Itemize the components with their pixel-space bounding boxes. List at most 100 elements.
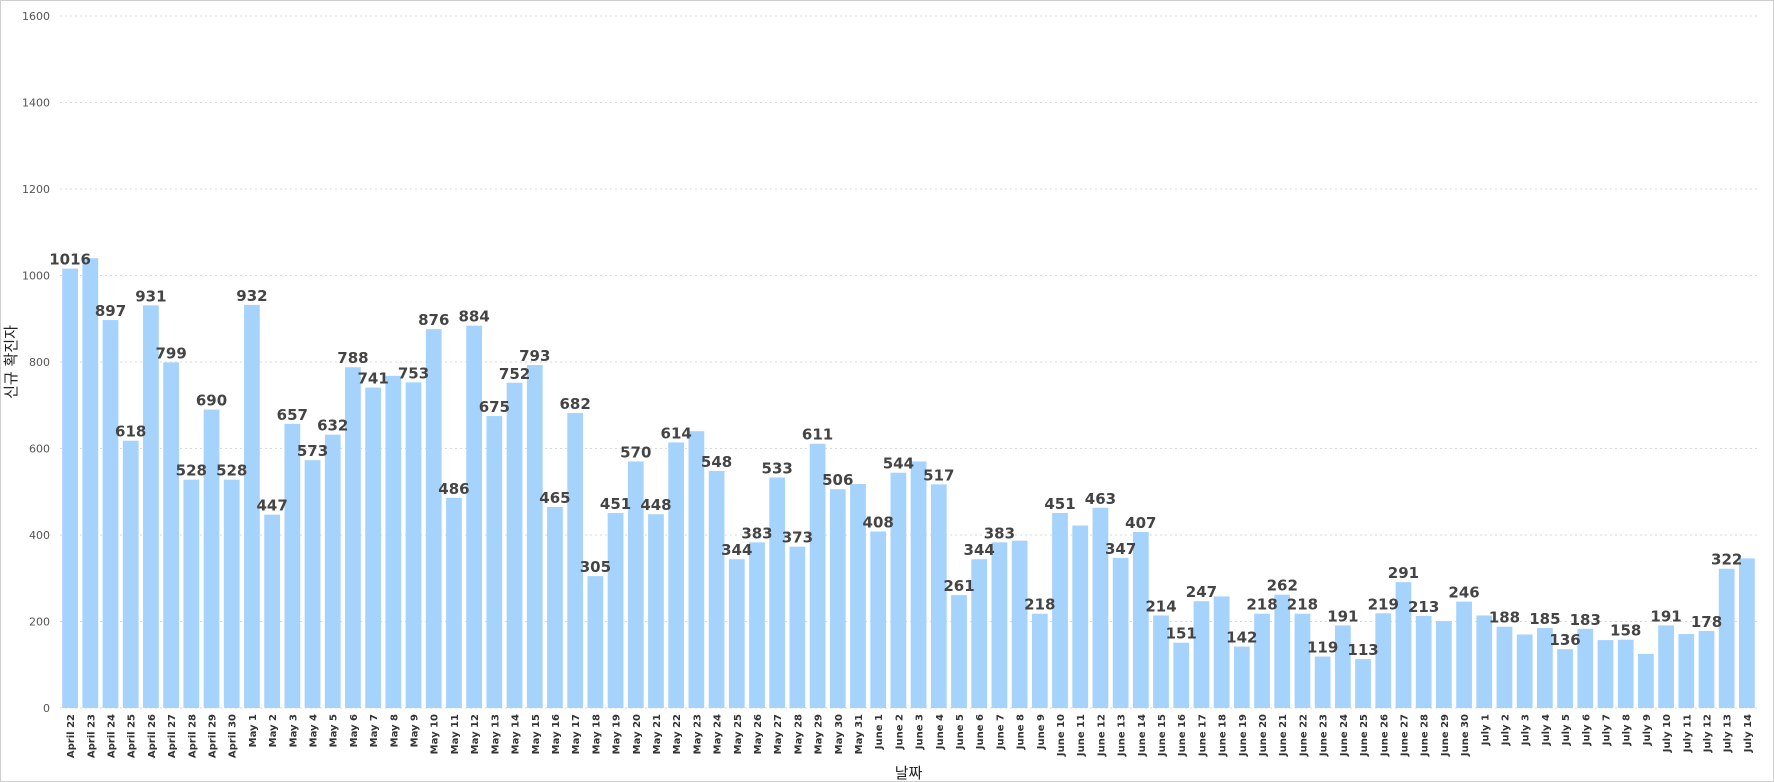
bar	[446, 497, 462, 708]
data-label: 246	[1448, 584, 1479, 602]
x-tick-label: May 9	[410, 714, 421, 747]
data-label: 247	[1186, 583, 1217, 601]
data-label: 451	[600, 495, 631, 513]
data-label: 486	[438, 480, 469, 498]
x-tick-label: June 10	[1056, 714, 1067, 757]
x-tick-label: June 14	[1137, 714, 1148, 757]
data-label: 373	[782, 529, 813, 547]
y-tick-label: 1600	[22, 10, 50, 23]
bar	[1496, 626, 1513, 708]
bar	[1638, 653, 1654, 708]
bar	[789, 546, 806, 708]
data-label: 344	[964, 541, 995, 559]
bar	[749, 542, 765, 708]
x-tick-label: May 18	[591, 714, 602, 754]
data-label: 793	[519, 347, 550, 365]
data-label: 305	[580, 558, 611, 576]
x-tick-label: June 19	[1238, 714, 1249, 757]
bar	[102, 320, 119, 708]
x-tick-label: May 28	[793, 714, 804, 754]
x-tick-label: May 17	[571, 714, 582, 754]
x-tick-label: May 20	[632, 714, 643, 754]
bar	[1698, 631, 1715, 708]
bar	[284, 423, 301, 708]
data-label: 291	[1388, 564, 1419, 582]
bar	[1395, 582, 1412, 708]
x-tick-label: July 14	[1743, 714, 1754, 753]
data-label: 533	[762, 459, 793, 477]
bar	[890, 472, 907, 708]
x-tick-label: June 24	[1339, 714, 1350, 757]
x-tick-label: July 8	[1622, 714, 1633, 746]
data-label: 183	[1570, 611, 1601, 629]
bar	[829, 489, 846, 708]
bar	[163, 362, 179, 708]
bar	[910, 461, 927, 708]
bar	[1314, 656, 1331, 708]
bar	[1435, 621, 1452, 708]
data-label: 884	[458, 308, 489, 326]
x-tick-label: May 27	[773, 714, 784, 754]
y-tick-label: 0	[43, 702, 50, 715]
x-tick-label: June 6	[975, 714, 986, 750]
x-tick-label: May 8	[389, 714, 400, 747]
x-tick-label: July 10	[1662, 714, 1673, 753]
x-tick-label: May 5	[329, 714, 340, 747]
x-tick-label: May 6	[349, 714, 360, 747]
x-tick-label: May 12	[470, 714, 481, 754]
data-label: 219	[1368, 595, 1399, 613]
bar	[506, 382, 523, 708]
bar	[1193, 601, 1210, 708]
bar	[385, 375, 402, 708]
bar	[1536, 627, 1553, 708]
bar	[930, 484, 947, 708]
data-label: 113	[1347, 641, 1378, 659]
data-label: 151	[1166, 625, 1197, 643]
bars	[62, 258, 1755, 708]
data-label: 931	[135, 287, 166, 305]
x-tick-label: June 21	[1278, 714, 1289, 757]
x-tick-label: April 27	[167, 714, 178, 758]
x-tick-label: May 10	[430, 714, 441, 754]
x-tick-label: June 18	[1218, 714, 1229, 757]
x-tick-label: May 1	[248, 714, 259, 747]
bar	[1334, 625, 1351, 708]
bar	[728, 559, 745, 708]
x-tick-label: June 16	[1177, 714, 1188, 757]
bar	[607, 512, 624, 708]
data-label: 191	[1327, 607, 1358, 625]
y-tick-label: 400	[29, 529, 50, 542]
bar	[1254, 613, 1270, 708]
y-axis-ticks: 0 200 400 600 800 1000 1200 1400 1600	[22, 10, 50, 715]
bar	[365, 387, 382, 708]
x-tick-label: May 11	[450, 714, 461, 754]
x-tick-label: May 24	[713, 714, 724, 754]
data-label: 632	[317, 417, 348, 435]
bar	[809, 443, 826, 708]
bar	[304, 460, 321, 708]
bar	[526, 365, 543, 708]
bar	[62, 268, 78, 708]
x-tick-label: May 19	[612, 714, 623, 754]
bar	[223, 479, 240, 708]
bar	[1132, 531, 1149, 708]
x-tick-label: June 3	[915, 714, 926, 750]
data-label: 614	[661, 424, 692, 442]
x-tick-label: June 9	[1036, 714, 1047, 750]
bar	[1011, 540, 1028, 708]
bar	[627, 461, 644, 708]
data-label: 214	[1145, 597, 1176, 615]
y-tick-label: 800	[29, 356, 50, 369]
bar	[547, 506, 563, 708]
x-tick-label: May 29	[814, 714, 825, 754]
data-label: 136	[1549, 631, 1580, 649]
data-label: 690	[196, 392, 227, 410]
bar	[971, 559, 988, 708]
bar	[668, 442, 685, 708]
x-axis-label: 날짜	[895, 764, 923, 782]
x-tick-label: May 16	[551, 714, 562, 754]
x-tick-label: July 5	[1561, 714, 1572, 746]
x-tick-label: June 26	[1379, 714, 1390, 757]
x-tick-label: June 28	[1420, 714, 1431, 757]
